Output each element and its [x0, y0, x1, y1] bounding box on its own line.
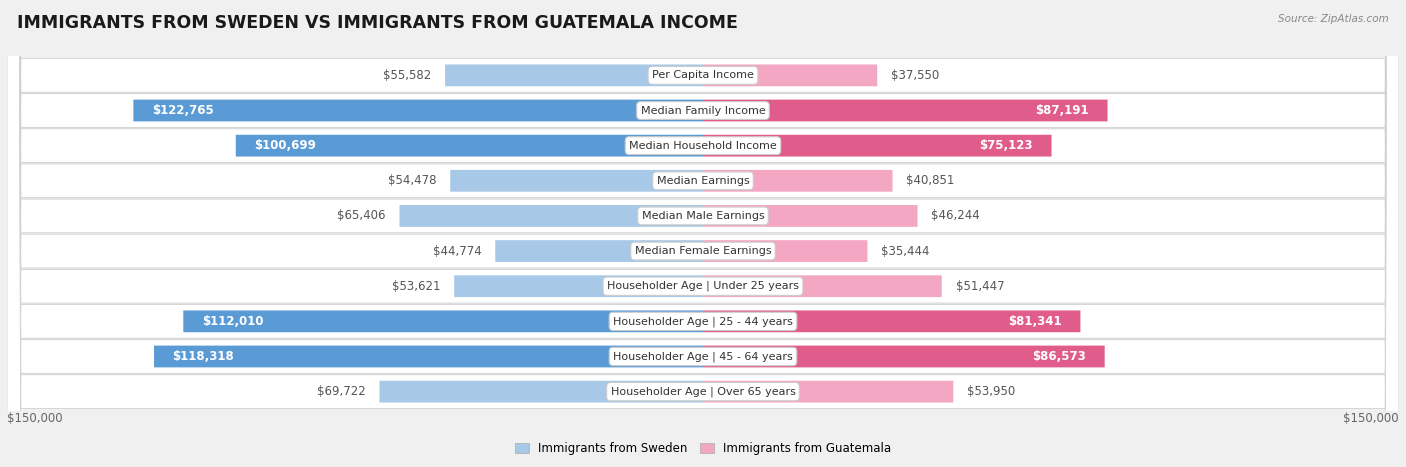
- Text: $75,123: $75,123: [980, 139, 1033, 152]
- Text: $150,000: $150,000: [7, 412, 63, 425]
- FancyBboxPatch shape: [380, 381, 703, 403]
- Text: Source: ZipAtlas.com: Source: ZipAtlas.com: [1278, 14, 1389, 24]
- Text: $86,573: $86,573: [1032, 350, 1085, 363]
- FancyBboxPatch shape: [7, 0, 1399, 467]
- Text: $65,406: $65,406: [337, 209, 385, 222]
- FancyBboxPatch shape: [7, 0, 1399, 467]
- Text: Per Capita Income: Per Capita Income: [652, 71, 754, 80]
- Text: $37,550: $37,550: [891, 69, 939, 82]
- Text: Median Male Earnings: Median Male Earnings: [641, 211, 765, 221]
- Text: $87,191: $87,191: [1035, 104, 1090, 117]
- FancyBboxPatch shape: [155, 346, 703, 368]
- FancyBboxPatch shape: [450, 170, 703, 191]
- FancyBboxPatch shape: [446, 64, 703, 86]
- Text: $51,447: $51,447: [956, 280, 1004, 293]
- Text: $100,699: $100,699: [254, 139, 316, 152]
- FancyBboxPatch shape: [703, 240, 868, 262]
- Text: $46,244: $46,244: [932, 209, 980, 222]
- FancyBboxPatch shape: [7, 0, 1399, 467]
- Text: $54,478: $54,478: [388, 174, 436, 187]
- Text: $40,851: $40,851: [907, 174, 955, 187]
- Text: $53,950: $53,950: [967, 385, 1015, 398]
- FancyBboxPatch shape: [703, 381, 953, 403]
- FancyBboxPatch shape: [183, 311, 703, 332]
- Text: Householder Age | 25 - 44 years: Householder Age | 25 - 44 years: [613, 316, 793, 326]
- Text: $44,774: $44,774: [433, 245, 481, 258]
- Text: $69,722: $69,722: [316, 385, 366, 398]
- Text: Median Earnings: Median Earnings: [657, 176, 749, 186]
- Text: $112,010: $112,010: [202, 315, 263, 328]
- FancyBboxPatch shape: [703, 64, 877, 86]
- Text: $35,444: $35,444: [882, 245, 929, 258]
- FancyBboxPatch shape: [7, 0, 1399, 467]
- FancyBboxPatch shape: [7, 0, 1399, 467]
- Text: Householder Age | 45 - 64 years: Householder Age | 45 - 64 years: [613, 351, 793, 362]
- FancyBboxPatch shape: [7, 0, 1399, 467]
- FancyBboxPatch shape: [7, 0, 1399, 467]
- FancyBboxPatch shape: [236, 135, 703, 156]
- FancyBboxPatch shape: [495, 240, 703, 262]
- Text: Median Family Income: Median Family Income: [641, 106, 765, 115]
- Legend: Immigrants from Sweden, Immigrants from Guatemala: Immigrants from Sweden, Immigrants from …: [510, 438, 896, 460]
- FancyBboxPatch shape: [703, 170, 893, 191]
- FancyBboxPatch shape: [399, 205, 703, 227]
- Text: Median Female Earnings: Median Female Earnings: [634, 246, 772, 256]
- FancyBboxPatch shape: [703, 99, 1108, 121]
- Text: $150,000: $150,000: [1343, 412, 1399, 425]
- Text: IMMIGRANTS FROM SWEDEN VS IMMIGRANTS FROM GUATEMALA INCOME: IMMIGRANTS FROM SWEDEN VS IMMIGRANTS FRO…: [17, 14, 738, 32]
- Text: Median Household Income: Median Household Income: [628, 141, 778, 151]
- Text: $53,621: $53,621: [392, 280, 440, 293]
- Text: $118,318: $118,318: [173, 350, 235, 363]
- Text: $55,582: $55,582: [382, 69, 432, 82]
- Text: Householder Age | Over 65 years: Householder Age | Over 65 years: [610, 386, 796, 397]
- FancyBboxPatch shape: [134, 99, 703, 121]
- FancyBboxPatch shape: [7, 0, 1399, 467]
- FancyBboxPatch shape: [7, 0, 1399, 467]
- FancyBboxPatch shape: [703, 135, 1052, 156]
- FancyBboxPatch shape: [7, 0, 1399, 467]
- FancyBboxPatch shape: [454, 276, 703, 297]
- Text: $81,341: $81,341: [1008, 315, 1062, 328]
- FancyBboxPatch shape: [703, 205, 918, 227]
- Text: Householder Age | Under 25 years: Householder Age | Under 25 years: [607, 281, 799, 291]
- FancyBboxPatch shape: [703, 346, 1105, 368]
- FancyBboxPatch shape: [703, 276, 942, 297]
- FancyBboxPatch shape: [703, 311, 1080, 332]
- Text: $122,765: $122,765: [152, 104, 214, 117]
